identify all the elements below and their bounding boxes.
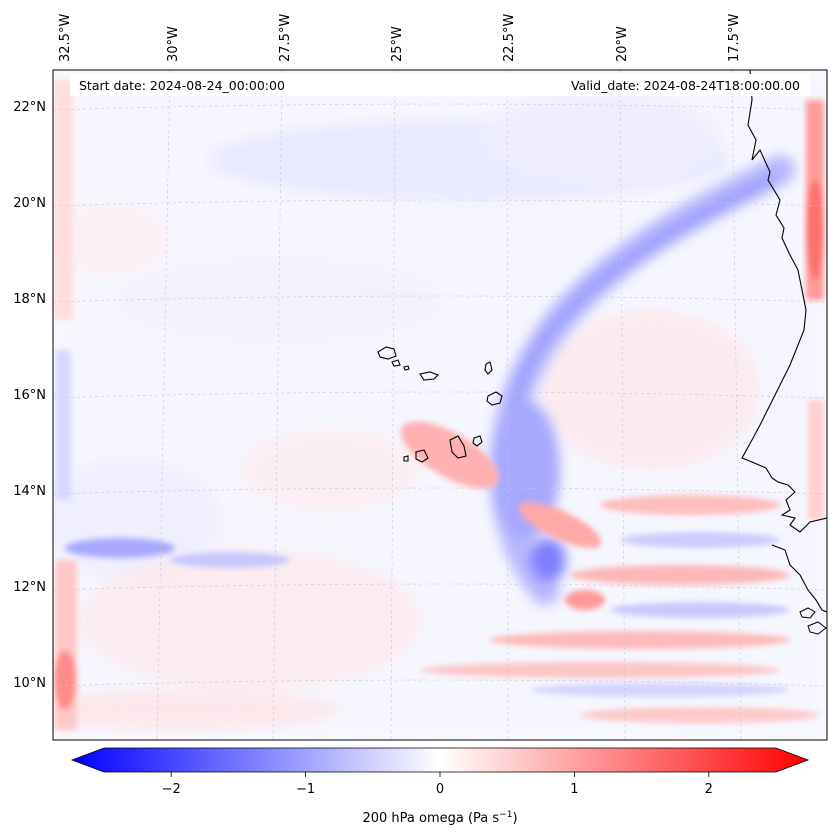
omega-field xyxy=(53,70,827,740)
lat-label: 14°N xyxy=(13,484,46,499)
latitude-labels: 22°N 20°N 18°N 16°N 14°N 12°N 10°N xyxy=(13,100,46,691)
lat-label: 20°N xyxy=(13,196,46,211)
colorbar-tick-label: 0 xyxy=(436,782,444,797)
lat-label: 12°N xyxy=(13,580,46,595)
lon-label: 27.5°W xyxy=(278,14,293,62)
graticule xyxy=(53,70,827,740)
colorbar-tick-label: −2 xyxy=(162,782,181,797)
colorbar: −2 −1 0 1 2 200 hPa omega (Pa s−1) xyxy=(70,747,810,826)
bijagos-islands xyxy=(799,607,816,619)
africa-coastline xyxy=(741,70,827,533)
lon-label: 30°W xyxy=(166,26,181,62)
header-strip xyxy=(70,74,810,96)
lat-label: 22°N xyxy=(13,100,46,115)
lon-label: 17.5°W xyxy=(727,14,742,62)
colorbar-ticks: −2 −1 0 1 2 xyxy=(162,772,713,797)
cape-verde-islands xyxy=(377,346,503,463)
start-date: Start date: 2024-08-24_00:00:00 xyxy=(79,78,285,93)
lon-label: 25°W xyxy=(390,26,405,62)
colorbar-fill xyxy=(72,748,808,772)
colorbar-tick-label: 1 xyxy=(570,782,578,797)
lat-label: 10°N xyxy=(13,676,46,691)
valid-date: Valid_date: 2024-08-24T18:00:00.00 xyxy=(571,78,800,93)
colorbar-tick-label: 2 xyxy=(705,782,713,797)
colorbar-tick-label: −1 xyxy=(296,782,315,797)
longitude-labels: 32.5°W 30°W 27.5°W 25°W 22.5°W 20°W 17.5… xyxy=(58,14,742,62)
coastal-islands xyxy=(807,621,827,635)
lon-label: 32.5°W xyxy=(58,14,73,62)
map-panel: Start date: 2024-08-24_00:00:00 Valid_da… xyxy=(52,69,828,741)
guinea-coastline xyxy=(771,544,827,613)
lon-label: 22.5°W xyxy=(502,14,517,62)
lat-label: 18°N xyxy=(13,292,46,307)
colorbar-title: 200 hPa omega (Pa s−1) xyxy=(362,810,517,826)
colorbar-outline xyxy=(70,747,810,773)
map-frame xyxy=(52,69,828,741)
lon-label: 20°W xyxy=(615,26,630,62)
lat-label: 16°N xyxy=(13,388,46,403)
